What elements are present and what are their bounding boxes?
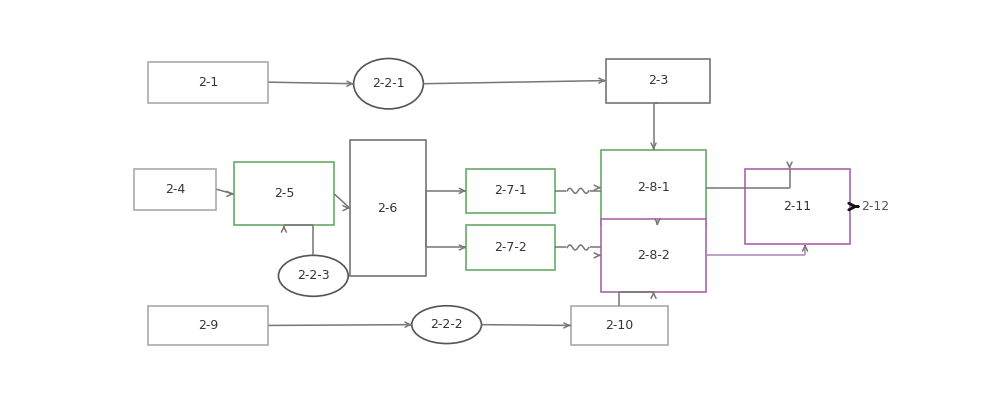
Text: 2-7-2: 2-7-2 (494, 241, 527, 254)
Ellipse shape (278, 255, 348, 296)
Text: 2-11: 2-11 (783, 200, 811, 213)
Bar (134, 169, 216, 210)
Bar (466, 169, 555, 213)
Text: 2-2-1: 2-2-1 (372, 77, 405, 90)
Bar (148, 306, 268, 345)
Text: 2-2-3: 2-2-3 (297, 270, 330, 282)
Ellipse shape (354, 58, 423, 109)
Text: 2-8-1: 2-8-1 (637, 181, 670, 194)
Text: 2-7-1: 2-7-1 (494, 184, 527, 197)
Text: 2-6: 2-6 (378, 202, 398, 215)
Bar (745, 169, 850, 244)
Text: 2-10: 2-10 (605, 319, 633, 332)
Bar (601, 219, 706, 292)
Text: 2-9: 2-9 (198, 319, 218, 332)
Text: 2-2-2: 2-2-2 (430, 318, 463, 331)
Bar (234, 162, 334, 225)
Bar (606, 58, 710, 103)
Bar (601, 150, 706, 225)
Text: 2-8-2: 2-8-2 (637, 249, 670, 262)
Text: 2-1: 2-1 (198, 76, 218, 89)
Text: 2-12: 2-12 (861, 200, 889, 213)
Text: 2-5: 2-5 (274, 187, 294, 200)
Text: 2-4: 2-4 (165, 183, 186, 196)
Bar (571, 306, 668, 345)
Bar (350, 140, 426, 276)
Bar (148, 62, 268, 103)
Ellipse shape (412, 306, 482, 344)
Text: 2-3: 2-3 (648, 74, 668, 87)
Bar (466, 225, 555, 270)
